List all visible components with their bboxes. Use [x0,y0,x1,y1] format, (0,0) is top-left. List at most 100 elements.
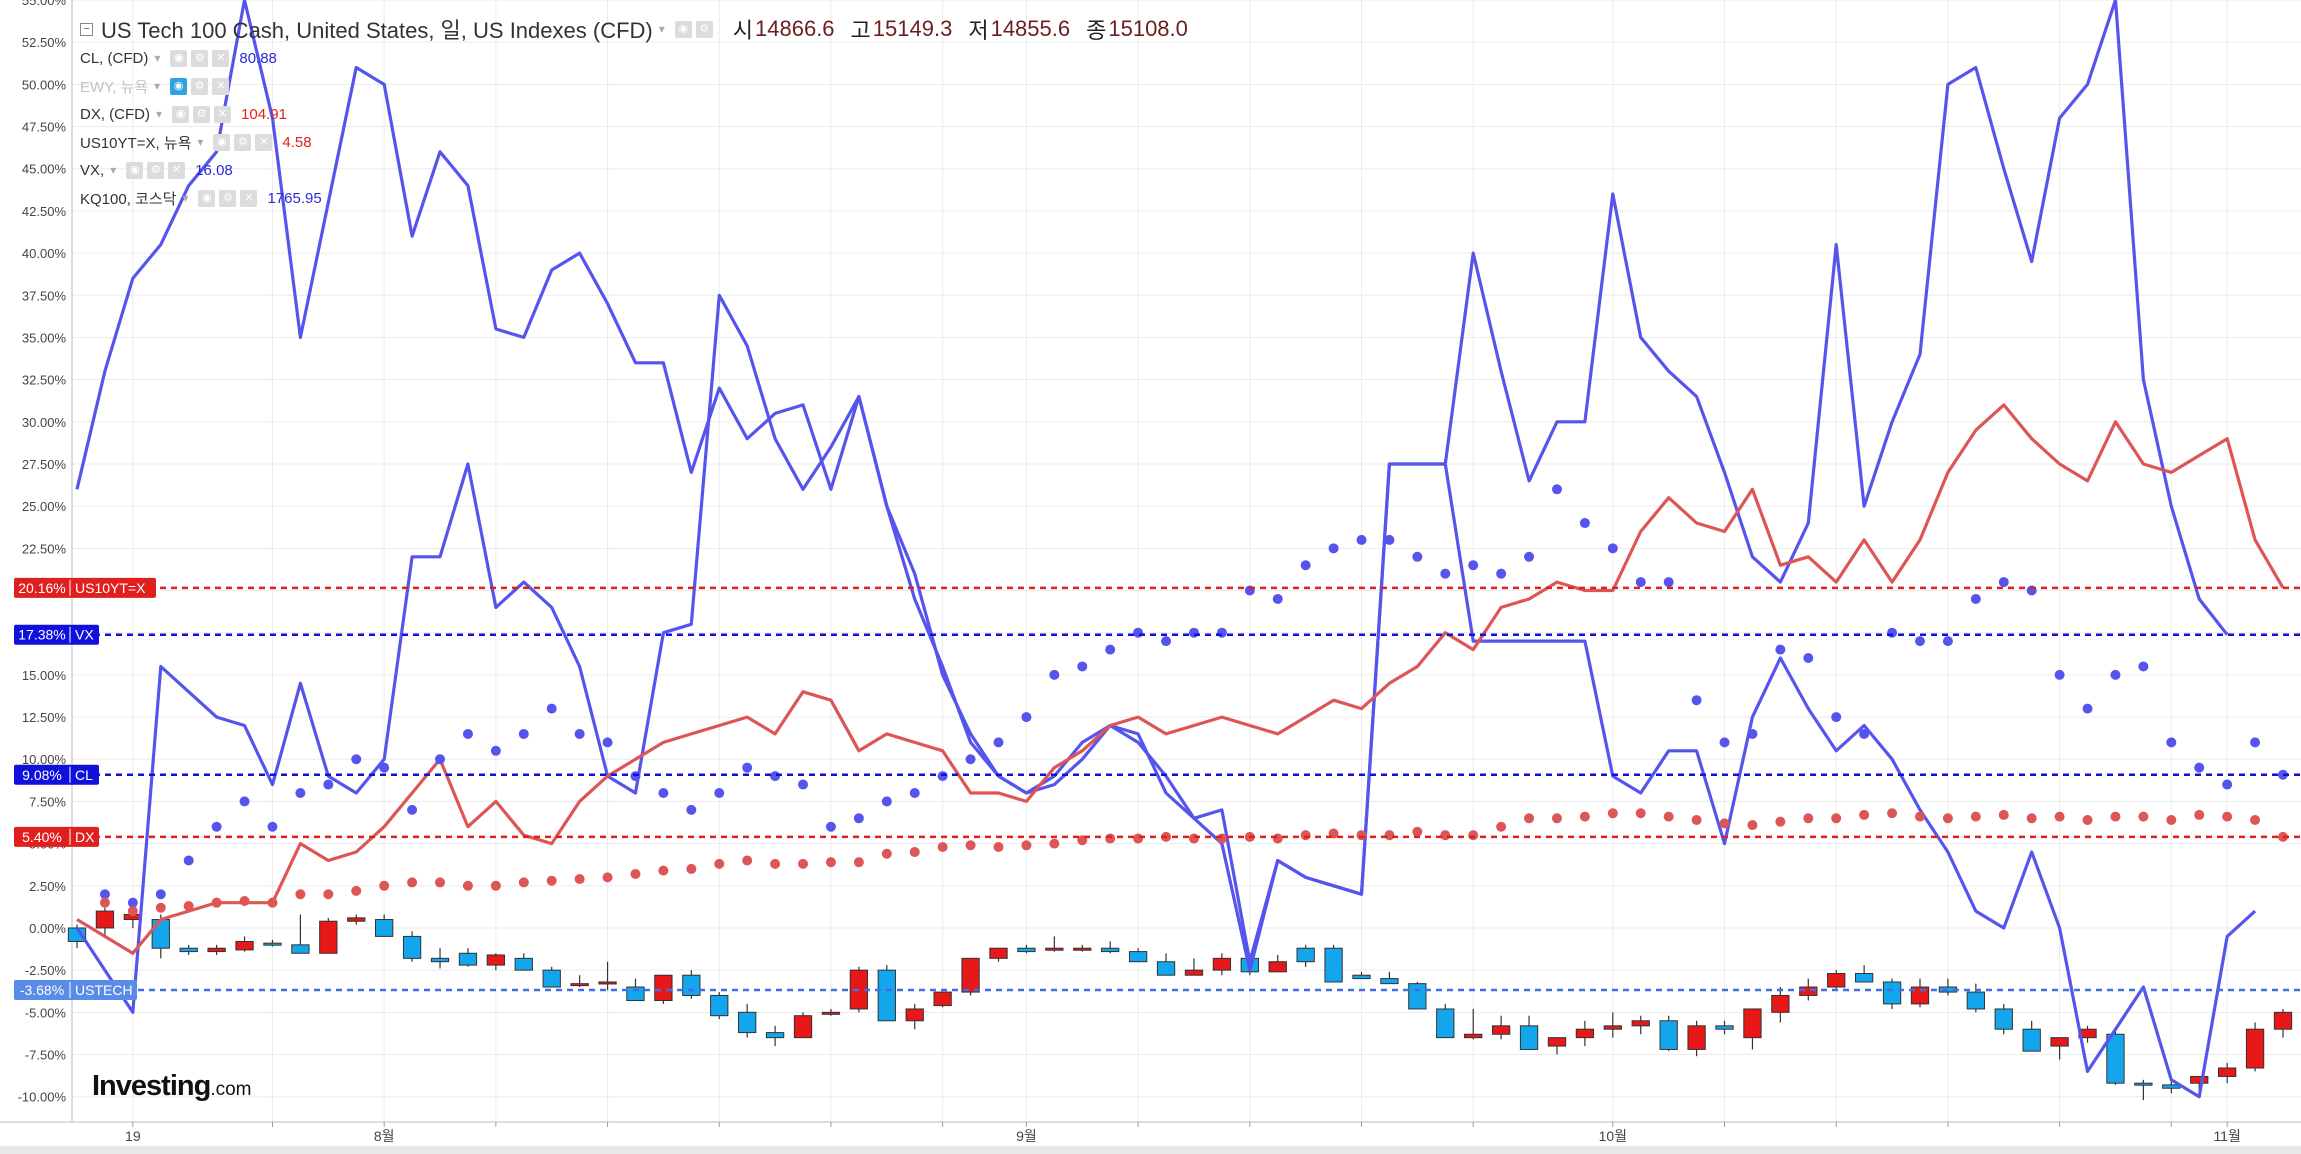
collapse-toggle-icon[interactable]: − [80,22,93,36]
eye-icon[interactable]: ◉ [172,105,190,123]
gear-icon[interactable]: ⚙ [147,161,165,179]
series-dot-cl [1412,551,1423,562]
close-icon[interactable]: ✕ [255,133,273,151]
gear-icon[interactable]: ⚙ [193,105,211,123]
tag-name: VX [75,627,94,643]
candle-body [1156,961,1176,976]
series-dot-cl [1775,644,1786,655]
candle-body [682,974,701,996]
chevron-down-icon[interactable]: ▾ [197,135,204,149]
close-icon[interactable]: ✕ [214,105,232,123]
candle-body [402,935,422,959]
legend-series-name[interactable]: VX, [80,161,105,179]
series-dot-cl [490,745,501,756]
tag-box [14,764,99,785]
candle-body [793,1015,813,1039]
candle-body [1631,1020,1650,1027]
candle-body [765,1032,785,1039]
series-dot-cl [798,779,809,790]
eye-icon[interactable]: ◉ [126,161,144,179]
y-tick-label: 50.00% [22,77,67,92]
candle-body [626,986,645,1002]
tag-name: USTECH [75,982,133,998]
candle-body [347,917,366,922]
gear-icon[interactable]: ⚙ [219,189,237,207]
series-dot-cl [1859,728,1870,739]
series-dot-cl [518,728,529,739]
tag-box [14,980,137,1001]
eye-icon[interactable]: ◉ [170,49,188,67]
legend-row: DX, (CFD) ▾ ◉ ⚙ ✕ 104.91 [80,100,1188,128]
series-dot-dx [1607,808,1618,819]
low-label: 저 [968,18,989,43]
series-dot-dx [183,901,194,912]
eye-icon[interactable]: ◉ [213,133,231,151]
legend-series-name[interactable]: EWY, 뉴욕 [80,78,149,96]
series-dot-cl [714,787,725,798]
eye-icon[interactable]: ◉ [198,189,216,207]
series-dot-cl [1300,560,1311,571]
chevron-down-icon[interactable]: ▾ [156,107,163,121]
series-dot-dx [1691,814,1702,825]
legend-series-name[interactable]: KQ100, 코스닥 [80,190,177,208]
instrument-title[interactable]: US Tech 100 Cash, United States, 일, US I… [101,18,653,43]
series-dot-cl [2054,669,2065,680]
gear-icon[interactable]: ⚙ [234,133,252,151]
close-icon[interactable]: ✕ [240,189,258,207]
series-dot-cl [1440,568,1451,579]
series-dot-dx [1524,813,1535,824]
chevron-down-icon[interactable]: ▾ [182,191,189,205]
candle [2050,1037,2069,1060]
eye-icon[interactable]: ◉ [674,20,692,38]
series-dot-dx [1998,809,2009,820]
gear-icon[interactable]: ⚙ [695,20,713,38]
series-dot-cl [1719,737,1730,748]
series-dot-cl [602,737,613,748]
chevron-down-icon[interactable]: ▾ [110,163,117,177]
candle [1910,978,1930,1008]
y-tick-label: 27.50% [22,457,67,472]
series-dot-dx [1021,840,1032,851]
candle [1380,971,1399,985]
series-dot-cl [211,821,222,832]
chevron-down-icon[interactable]: ▾ [154,51,161,65]
close-icon[interactable]: ✕ [212,49,230,67]
series-dot-cl [1133,627,1144,638]
candle [347,914,366,925]
series-dot-cl [1216,627,1227,638]
eye-icon[interactable]: ◉ [170,77,188,95]
candle [626,978,645,1002]
chevron-down-icon[interactable]: ▾ [154,79,161,93]
tag-value: 20.16% [18,580,65,596]
gear-icon[interactable]: ⚙ [191,49,209,67]
candle-body [151,919,170,949]
y-tick-label: 22.50% [22,541,67,556]
legend-main-row: − US Tech 100 Cash, United States, 일, US… [80,14,1188,44]
candle-body [1659,1020,1678,1050]
candle [2217,1062,2237,1084]
y-tick-label: 30.00% [22,415,67,430]
candle-body [179,947,198,953]
chevron-down-icon[interactable]: ▾ [658,22,665,36]
close-icon[interactable]: ✕ [168,161,186,179]
close-icon[interactable]: ✕ [212,77,230,95]
candle [765,1025,785,1047]
legend-series-name[interactable]: DX, (CFD) [80,105,150,123]
series-dot-dx [1356,830,1367,841]
series-dot-cl [881,796,892,807]
series-dot-cl [965,754,976,765]
series-dot-cl [2194,762,2205,773]
tag-box [14,577,156,598]
series-dot-dx [518,877,529,888]
series-dot-cl [435,754,446,765]
candle-body [95,910,115,929]
series-line-us10yt-x [76,403,2285,955]
legend-series-name[interactable]: US10YT=X, 뉴욕 [80,134,192,152]
series-dot-cl [351,754,362,765]
legend-series-name[interactable]: CL, (CFD) [80,49,149,67]
x-tick-label: 10월 [1599,1128,1627,1144]
series-dot-dx [2110,811,2121,822]
gear-icon[interactable]: ⚙ [191,77,209,95]
series-dot-cl [1803,653,1814,664]
